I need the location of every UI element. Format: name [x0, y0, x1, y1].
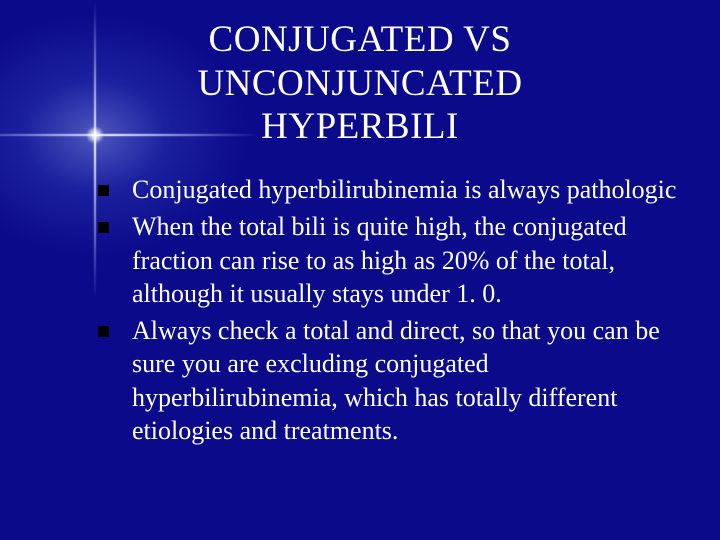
list-item: When the total bili is quite high, the c… [98, 210, 680, 310]
list-item: Conjugated hyperbilirubinemia is always … [98, 173, 680, 206]
bullet-text: When the total bili is quite high, the c… [132, 212, 627, 308]
bullet-list: Conjugated hyperbilirubinemia is always … [40, 173, 680, 447]
slide-title: CONJUGATED VS UNCONJUNCATED HYPERBILI [40, 18, 680, 149]
bullet-text: Conjugated hyperbilirubinemia is always … [132, 175, 676, 204]
slide-container: CONJUGATED VS UNCONJUNCATED HYPERBILI Co… [0, 0, 720, 540]
list-item: Always check a total and direct, so that… [98, 314, 680, 447]
bullet-text: Always check a total and direct, so that… [132, 316, 660, 445]
